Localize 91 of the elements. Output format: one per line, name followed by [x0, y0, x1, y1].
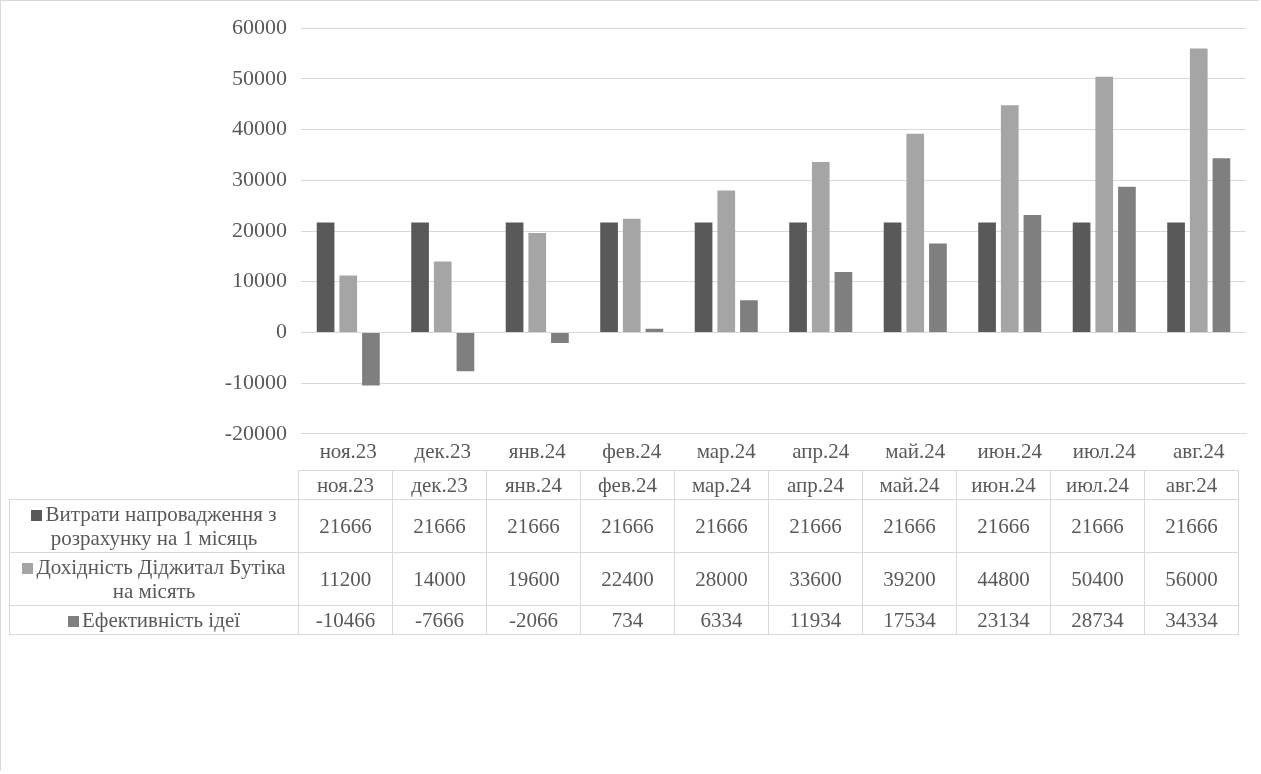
bar [694, 222, 713, 332]
x-tick-label: май.24 [885, 438, 946, 463]
category-label: июл.24 [1065, 473, 1130, 497]
data-label: 34334 [1144, 605, 1239, 635]
y-tick-label: 60000 [232, 13, 287, 39]
y-tick-label: -20000 [224, 419, 287, 445]
data-label: 21666 [862, 499, 957, 553]
data-label: 33600 [768, 552, 863, 606]
data-label: 734 [580, 605, 675, 635]
bar [551, 332, 569, 343]
data-label: 17534 [862, 605, 957, 635]
category-label: фев.24 [597, 473, 658, 497]
data-label: 19600 [486, 552, 581, 606]
bar [717, 190, 736, 332]
y-tick-label: 10000 [232, 267, 287, 293]
data-label: 21666 [1050, 499, 1145, 553]
data-label: 11934 [768, 605, 863, 635]
data-label: 50400 [1050, 552, 1145, 606]
data-label: 14000 [392, 552, 487, 606]
data-label: 28000 [674, 552, 769, 606]
bar [740, 300, 758, 332]
legend-label: Витрати напровадження з розрахунку на 1 місяць [9, 499, 299, 553]
bar [811, 162, 830, 332]
x-tick-label: июн.24 [977, 438, 1043, 463]
y-tick-label: 30000 [232, 166, 287, 192]
bar [789, 222, 807, 332]
data-label: 21666 [1144, 499, 1239, 553]
data-label: 56000 [1144, 552, 1239, 606]
data-label: 21666 [392, 499, 487, 553]
data-label: 21666 [486, 499, 581, 553]
bar [834, 271, 853, 332]
data-label: 39200 [862, 552, 957, 606]
data-label: -2066 [486, 605, 581, 635]
y-tick-label: 40000 [232, 115, 287, 141]
category-label: янв.24 [504, 473, 563, 497]
y-tick-label: 50000 [232, 64, 287, 90]
bar [433, 261, 452, 332]
bar [1212, 158, 1231, 332]
data-label: 21666 [674, 499, 769, 553]
bar [528, 233, 547, 332]
data-label: 11200 [298, 552, 393, 606]
y-tick-label: 0 [276, 318, 287, 344]
data-label: 21666 [580, 499, 675, 553]
data-label: 21666 [768, 499, 863, 553]
category-label: апр.24 [786, 473, 845, 497]
data-label: 21666 [956, 499, 1051, 553]
data-label: 28734 [1050, 605, 1145, 635]
bar [929, 243, 947, 332]
bar [1167, 222, 1185, 332]
bar [1118, 186, 1136, 332]
legend-label: Ефективність ідеї [9, 605, 299, 635]
category-label: май.24 [879, 473, 940, 497]
x-tick-label: дек.23 [414, 438, 471, 463]
bar [1072, 222, 1091, 332]
x-tick-label: авг.24 [1172, 438, 1226, 463]
bar [1189, 48, 1208, 332]
x-tick-label: фев.24 [602, 438, 662, 463]
category-label: июн.24 [971, 473, 1036, 497]
category-label: авг.24 [1165, 473, 1218, 497]
bar [339, 275, 358, 332]
bar [600, 222, 618, 332]
bar [456, 332, 475, 372]
x-tick-label: янв.24 [508, 438, 567, 463]
bar [1023, 215, 1042, 332]
y-tick-label: -10000 [224, 368, 287, 394]
data-label: 44800 [956, 552, 1051, 606]
category-label: ноя.23 [316, 473, 375, 497]
category-label: мар.24 [691, 473, 752, 497]
x-tick-label: апр.24 [792, 438, 850, 463]
x-tick-label: мар.24 [696, 438, 757, 463]
bar [505, 222, 524, 332]
data-label: 22400 [580, 552, 675, 606]
bar [362, 332, 380, 386]
data-label: 23134 [956, 605, 1051, 635]
bar [622, 218, 641, 332]
data-label: 21666 [298, 499, 393, 553]
category-label: дек.23 [411, 473, 468, 497]
data-label: 6334 [674, 605, 769, 635]
data-label: -7666 [392, 605, 487, 635]
y-tick-label: 20000 [232, 216, 287, 242]
bar [883, 222, 902, 332]
bar [1095, 76, 1114, 332]
bar [316, 222, 335, 332]
bar [411, 222, 429, 332]
bar [1000, 105, 1019, 332]
x-tick-label: ноя.23 [319, 438, 377, 463]
bar [978, 222, 996, 332]
legend-label: Дохідність Діджитал Бутіка на місять [9, 552, 299, 606]
x-tick-label: июл.24 [1072, 438, 1137, 463]
data-label: -10466 [298, 605, 393, 635]
bar [906, 133, 925, 332]
